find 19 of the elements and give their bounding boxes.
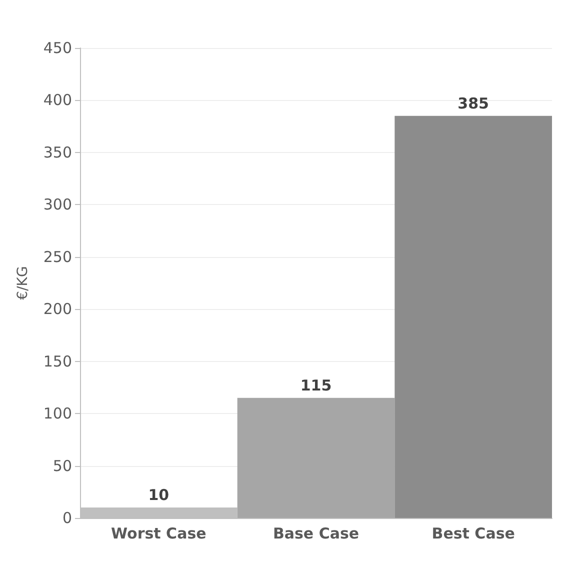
- x-tick-label: Base Case: [272, 524, 360, 542]
- bar: [394, 116, 552, 518]
- data-label: 385: [458, 94, 489, 112]
- y-tick-label: 200: [43, 300, 72, 318]
- y-axis-title: €/KG: [15, 266, 31, 300]
- data-label: 115: [300, 376, 332, 394]
- y-tick-label: 450: [43, 39, 72, 57]
- y-tick-label: 350: [43, 143, 72, 162]
- y-tick-label: 50: [52, 456, 72, 475]
- y-tick-label: 150: [43, 352, 72, 370]
- y-tick-label: 100: [43, 404, 72, 423]
- bar: [237, 398, 395, 518]
- x-tick-label: Worst Case: [111, 524, 206, 542]
- y-tick-label: 400: [43, 91, 72, 110]
- data-label: 10: [148, 486, 170, 504]
- y-tick-label: 250: [43, 248, 72, 266]
- y-tick-label: 300: [43, 196, 72, 214]
- x-tick-label: Best Case: [432, 524, 515, 542]
- y-tick-label: 0: [62, 509, 72, 527]
